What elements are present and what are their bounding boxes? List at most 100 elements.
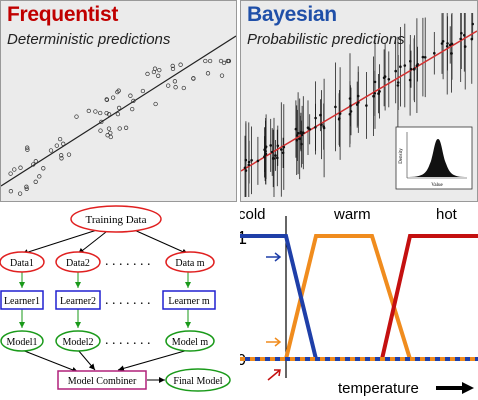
axis-arrowhead-icon [462, 382, 474, 394]
scatter-point [172, 79, 178, 84]
regression-line [1, 35, 236, 187]
posterior-mean-point [378, 90, 381, 93]
learner-label-m: Learner m [168, 296, 210, 307]
frequentist-scatter [1, 35, 236, 196]
posterior-mean-point [280, 148, 283, 151]
posterior-mean-point [394, 69, 397, 73]
scatter-point [54, 143, 59, 148]
data-label-2: Data2 [66, 258, 90, 269]
scatter-point [66, 152, 72, 157]
scatter-point [108, 134, 113, 140]
posterior-mean-point [314, 126, 317, 129]
scatter-point [25, 147, 30, 152]
posterior-mean-point [470, 37, 474, 41]
posterior-mean-point [373, 80, 377, 84]
scatter-point [157, 67, 162, 73]
scatter-point [93, 109, 98, 114]
frequentist-panel: Frequentist Deterministic predictions [0, 0, 237, 202]
scatter-point [170, 66, 176, 72]
training-data-label: Training Data [85, 214, 146, 226]
posterior-mean-point [409, 59, 412, 63]
posterior-mean-point [296, 131, 300, 135]
scatter-point [98, 128, 103, 133]
posterior-mean-point [421, 55, 425, 59]
scatter-point [41, 166, 46, 171]
learner-label-1: Learner1 [4, 296, 40, 307]
bayesian-scatter: Value Density [241, 13, 477, 197]
posterior-mean-point [445, 45, 449, 48]
posterior-mean-point [383, 75, 387, 78]
posterior-mean-point [416, 62, 419, 66]
scatter-point [116, 105, 122, 111]
posterior-mean-point [276, 156, 279, 160]
scatter-point [18, 165, 23, 170]
posterior-mean-point [349, 104, 352, 107]
posterior-mean-point [399, 65, 402, 68]
scatter-point [59, 153, 64, 158]
posterior-mean-point [295, 134, 299, 137]
learner-node-2 [55, 290, 101, 310]
posterior-mean-point [250, 159, 253, 162]
posterior-mean-point [423, 56, 427, 59]
posterior-mean-point [348, 97, 352, 100]
posterior-mean-point [446, 42, 449, 45]
scatter-point [33, 159, 38, 164]
posterior-mean-point [270, 150, 274, 154]
ensemble-diagram: . . . . . . . . . . . . . . . . . . . . … [0, 205, 231, 392]
training-data-node [70, 205, 162, 233]
posterior-mean-point [413, 67, 416, 70]
scatter-point [108, 130, 113, 136]
scatter-point [151, 69, 157, 75]
scatter-point [48, 148, 54, 153]
posterior-mean-point [306, 126, 310, 129]
scatter-point [205, 71, 211, 76]
posterior-mean-point [377, 92, 380, 95]
svg-text:. . . . . . .: . . . . . . . [105, 254, 151, 269]
ellipsis-dots: . . . . . . . . . . . . . . . . . . . . … [105, 254, 151, 348]
data-label-1: Data1 [10, 258, 34, 269]
model-combiner-label: Model Combiner [68, 376, 137, 387]
posterior-mean-point [338, 117, 341, 120]
posterior-mean-point [334, 105, 337, 109]
scatter-point [106, 112, 112, 117]
posterior-mean-point [403, 64, 407, 67]
posterior-mean-point [276, 144, 280, 148]
data-node-1 [0, 251, 45, 273]
scatter-point [98, 110, 103, 116]
scatter-point [12, 167, 17, 172]
posterior-mean-point [396, 84, 400, 87]
scatter-point [156, 73, 161, 78]
posterior-mean-point [372, 94, 375, 98]
model-combiner-node [57, 370, 147, 390]
posterior-mean-point [256, 159, 260, 163]
fuzzy-membership-diagram: cold warm hot 1 0 temperature [240, 206, 478, 397]
posterior-mean-point [355, 103, 359, 106]
frequentist-title: Frequentist [7, 3, 119, 26]
posterior-mean-point [308, 128, 311, 131]
posterior-inset: Value Density [395, 126, 473, 190]
scatter-point [57, 136, 63, 142]
label-hot: hot [436, 206, 458, 223]
posterior-mean-point [387, 78, 391, 81]
svg-text:. . . . . . .: . . . . . . . [105, 333, 151, 348]
combiner-connectors [21, 349, 189, 383]
posterior-mean-point [459, 37, 462, 41]
scatter-point [131, 98, 136, 104]
posterior-mean-point [320, 123, 323, 126]
bayesian-title: Bayesian [247, 3, 337, 26]
scatter-point [145, 71, 150, 77]
cold-curve [240, 234, 390, 361]
posterior-mean-point [243, 166, 247, 170]
posterior-mean-point [302, 131, 305, 134]
posterior-mean-point [244, 169, 248, 172]
posterior-mean-point [298, 137, 301, 141]
data-label-m: Data m [175, 258, 204, 269]
scatter-point [117, 126, 122, 131]
posterior-mean-point [264, 145, 268, 148]
data-node-m [165, 251, 215, 273]
scatter-point [106, 126, 112, 131]
posterior-mean-point [282, 145, 286, 149]
axis-label-temperature: temperature [338, 380, 419, 397]
scatter-point [181, 85, 186, 91]
scatter-point [153, 101, 158, 107]
